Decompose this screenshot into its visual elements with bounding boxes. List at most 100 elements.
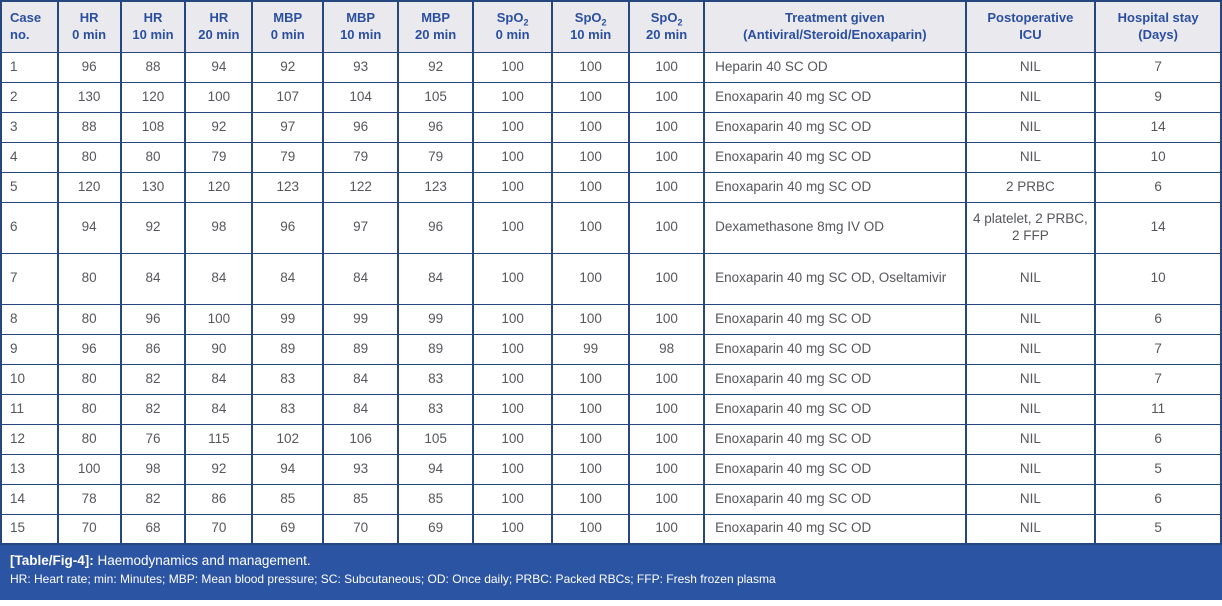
cell-hospital-stay: 10 [1094,141,1222,173]
col-header-case-no: Case no. [0,0,59,53]
cell-mbp-10min: 122 [322,171,400,203]
cell-spo2-0min: 100 [472,513,554,545]
col-header-mbp-0min: MBP 0 min [251,0,325,53]
cell-spo2-10min: 100 [551,171,631,203]
cell-mbp-0min: 85 [251,483,325,515]
cell-hr-20min: 92 [184,453,254,485]
cell-hospital-stay: 6 [1094,483,1222,515]
cell-spo2-20min: 98 [628,333,706,365]
cell-postop-icu: 4 platelet, 2 PRBC, 2 FFP [964,201,1097,254]
cell-hr-10min: 76 [119,423,187,455]
cell-treatment: Enoxaparin 40 mg SC OD [703,453,967,485]
cell-spo2-0min: 100 [472,393,554,425]
cell-hr-20min: 90 [184,333,254,365]
table-row: 3 88 108 92 97 96 96 100 100 100 Enoxaparin 40 mg … [0,111,1222,143]
cell-mbp-10min: 93 [322,453,400,485]
table-row: 13 100 98 92 94 93 94 100 100 100 Enoxaparin 40 mg… [0,453,1222,485]
cell-spo2-20min: 100 [628,513,706,545]
cell-mbp-10min: 70 [322,513,400,545]
cell-mbp-20min: 105 [397,423,475,455]
col-header-hospital-stay: Hospital stay (Days) [1094,0,1222,53]
cell-hr-20min: 79 [184,141,254,173]
caption-line: [Table/Fig-4]: Haemodynamics and managem… [10,552,1212,570]
cell-postop-icu: NIL [964,483,1097,515]
cell-mbp-20min: 94 [397,453,475,485]
cell-case-no: 2 [0,81,59,113]
cell-hr-0min: 80 [56,141,122,173]
cell-mbp-10min: 84 [322,393,400,425]
cell-hospital-stay: 14 [1094,201,1222,254]
cell-mbp-0min: 83 [251,363,325,395]
cell-hr-0min: 78 [56,483,122,515]
cell-postop-icu: NIL [964,423,1097,455]
cell-mbp-20min: 79 [397,141,475,173]
cell-postop-icu: NIL [964,513,1097,545]
cell-case-no: 4 [0,141,59,173]
col-header-mbp-20min: MBP 20 min [397,0,475,53]
cell-mbp-10min: 104 [322,81,400,113]
cell-postop-icu: NIL [964,81,1097,113]
cell-spo2-20min: 100 [628,483,706,515]
cell-hr-10min: 82 [119,363,187,395]
table-row: 8 80 96 100 99 99 99 100 100 100 Enoxaparin 40 mg … [0,303,1222,335]
cell-hr-0min: 80 [56,363,122,395]
col-header-spo2-10min: SpO2 10 min [551,0,631,53]
cell-spo2-20min: 100 [628,141,706,173]
cell-spo2-10min: 100 [551,81,631,113]
cell-mbp-10min: 96 [322,111,400,143]
col-header-hr-20min: HR 20 min [184,0,254,53]
cell-spo2-10min: 100 [551,423,631,455]
cell-spo2-0min: 100 [472,51,554,83]
cell-treatment: Enoxaparin 40 mg SC OD [703,141,967,173]
cell-hr-10min: 84 [119,252,187,305]
cell-hr-20min: 92 [184,111,254,143]
cell-mbp-20min: 99 [397,303,475,335]
table-row: 10 80 82 84 83 84 83 100 100 100 Enoxaparin 40 mg … [0,363,1222,395]
cell-case-no: 15 [0,513,59,545]
cell-spo2-10min: 100 [551,483,631,515]
cell-postop-icu: NIL [964,111,1097,143]
cell-mbp-0min: 97 [251,111,325,143]
cell-case-no: 8 [0,303,59,335]
cell-hospital-stay: 5 [1094,513,1222,545]
cell-spo2-20min: 100 [628,252,706,305]
cell-mbp-20min: 69 [397,513,475,545]
cell-mbp-10min: 106 [322,423,400,455]
cell-spo2-0min: 100 [472,333,554,365]
cell-mbp-0min: 79 [251,141,325,173]
cell-treatment: Enoxaparin 40 mg SC OD, Oseltamivir [703,252,967,305]
cell-treatment: Heparin 40 SC OD [703,51,967,83]
cell-mbp-20min: 92 [397,51,475,83]
cell-spo2-10min: 99 [551,333,631,365]
cell-postop-icu: NIL [964,51,1097,83]
cell-spo2-0min: 100 [472,171,554,203]
cell-hospital-stay: 6 [1094,171,1222,203]
col-header-postop-icu: Postoperative ICU [964,0,1097,53]
cell-mbp-0min: 102 [251,423,325,455]
cell-case-no: 11 [0,393,59,425]
caption-title: Haemodynamics and management. [97,553,311,568]
cell-spo2-20min: 100 [628,171,706,203]
cell-hr-20min: 94 [184,51,254,83]
cell-hr-10min: 86 [119,333,187,365]
cell-hr-10min: 130 [119,171,187,203]
cell-spo2-20min: 100 [628,363,706,395]
cell-hr-0min: 130 [56,81,122,113]
cell-spo2-10min: 100 [551,141,631,173]
table-row: 5 120 130 120 123 122 123 100 100 100 Enoxaparin 4… [0,171,1222,203]
cell-hr-0min: 96 [56,51,122,83]
cell-hospital-stay: 6 [1094,303,1222,335]
cell-hr-0min: 80 [56,423,122,455]
cell-hr-20min: 120 [184,171,254,203]
cell-hr-10min: 68 [119,513,187,545]
cell-hr-20min: 100 [184,303,254,335]
cell-mbp-20min: 96 [397,201,475,254]
cell-postop-icu: NIL [964,252,1097,305]
col-header-treatment: Treatment given (Antiviral/Steroid/Enoxap… [703,0,967,53]
cell-mbp-0min: 94 [251,453,325,485]
cell-postop-icu: 2 PRBC [964,171,1097,203]
cell-hospital-stay: 11 [1094,393,1222,425]
cell-hr-10min: 88 [119,51,187,83]
cell-postop-icu: NIL [964,303,1097,335]
cell-hr-20min: 84 [184,252,254,305]
